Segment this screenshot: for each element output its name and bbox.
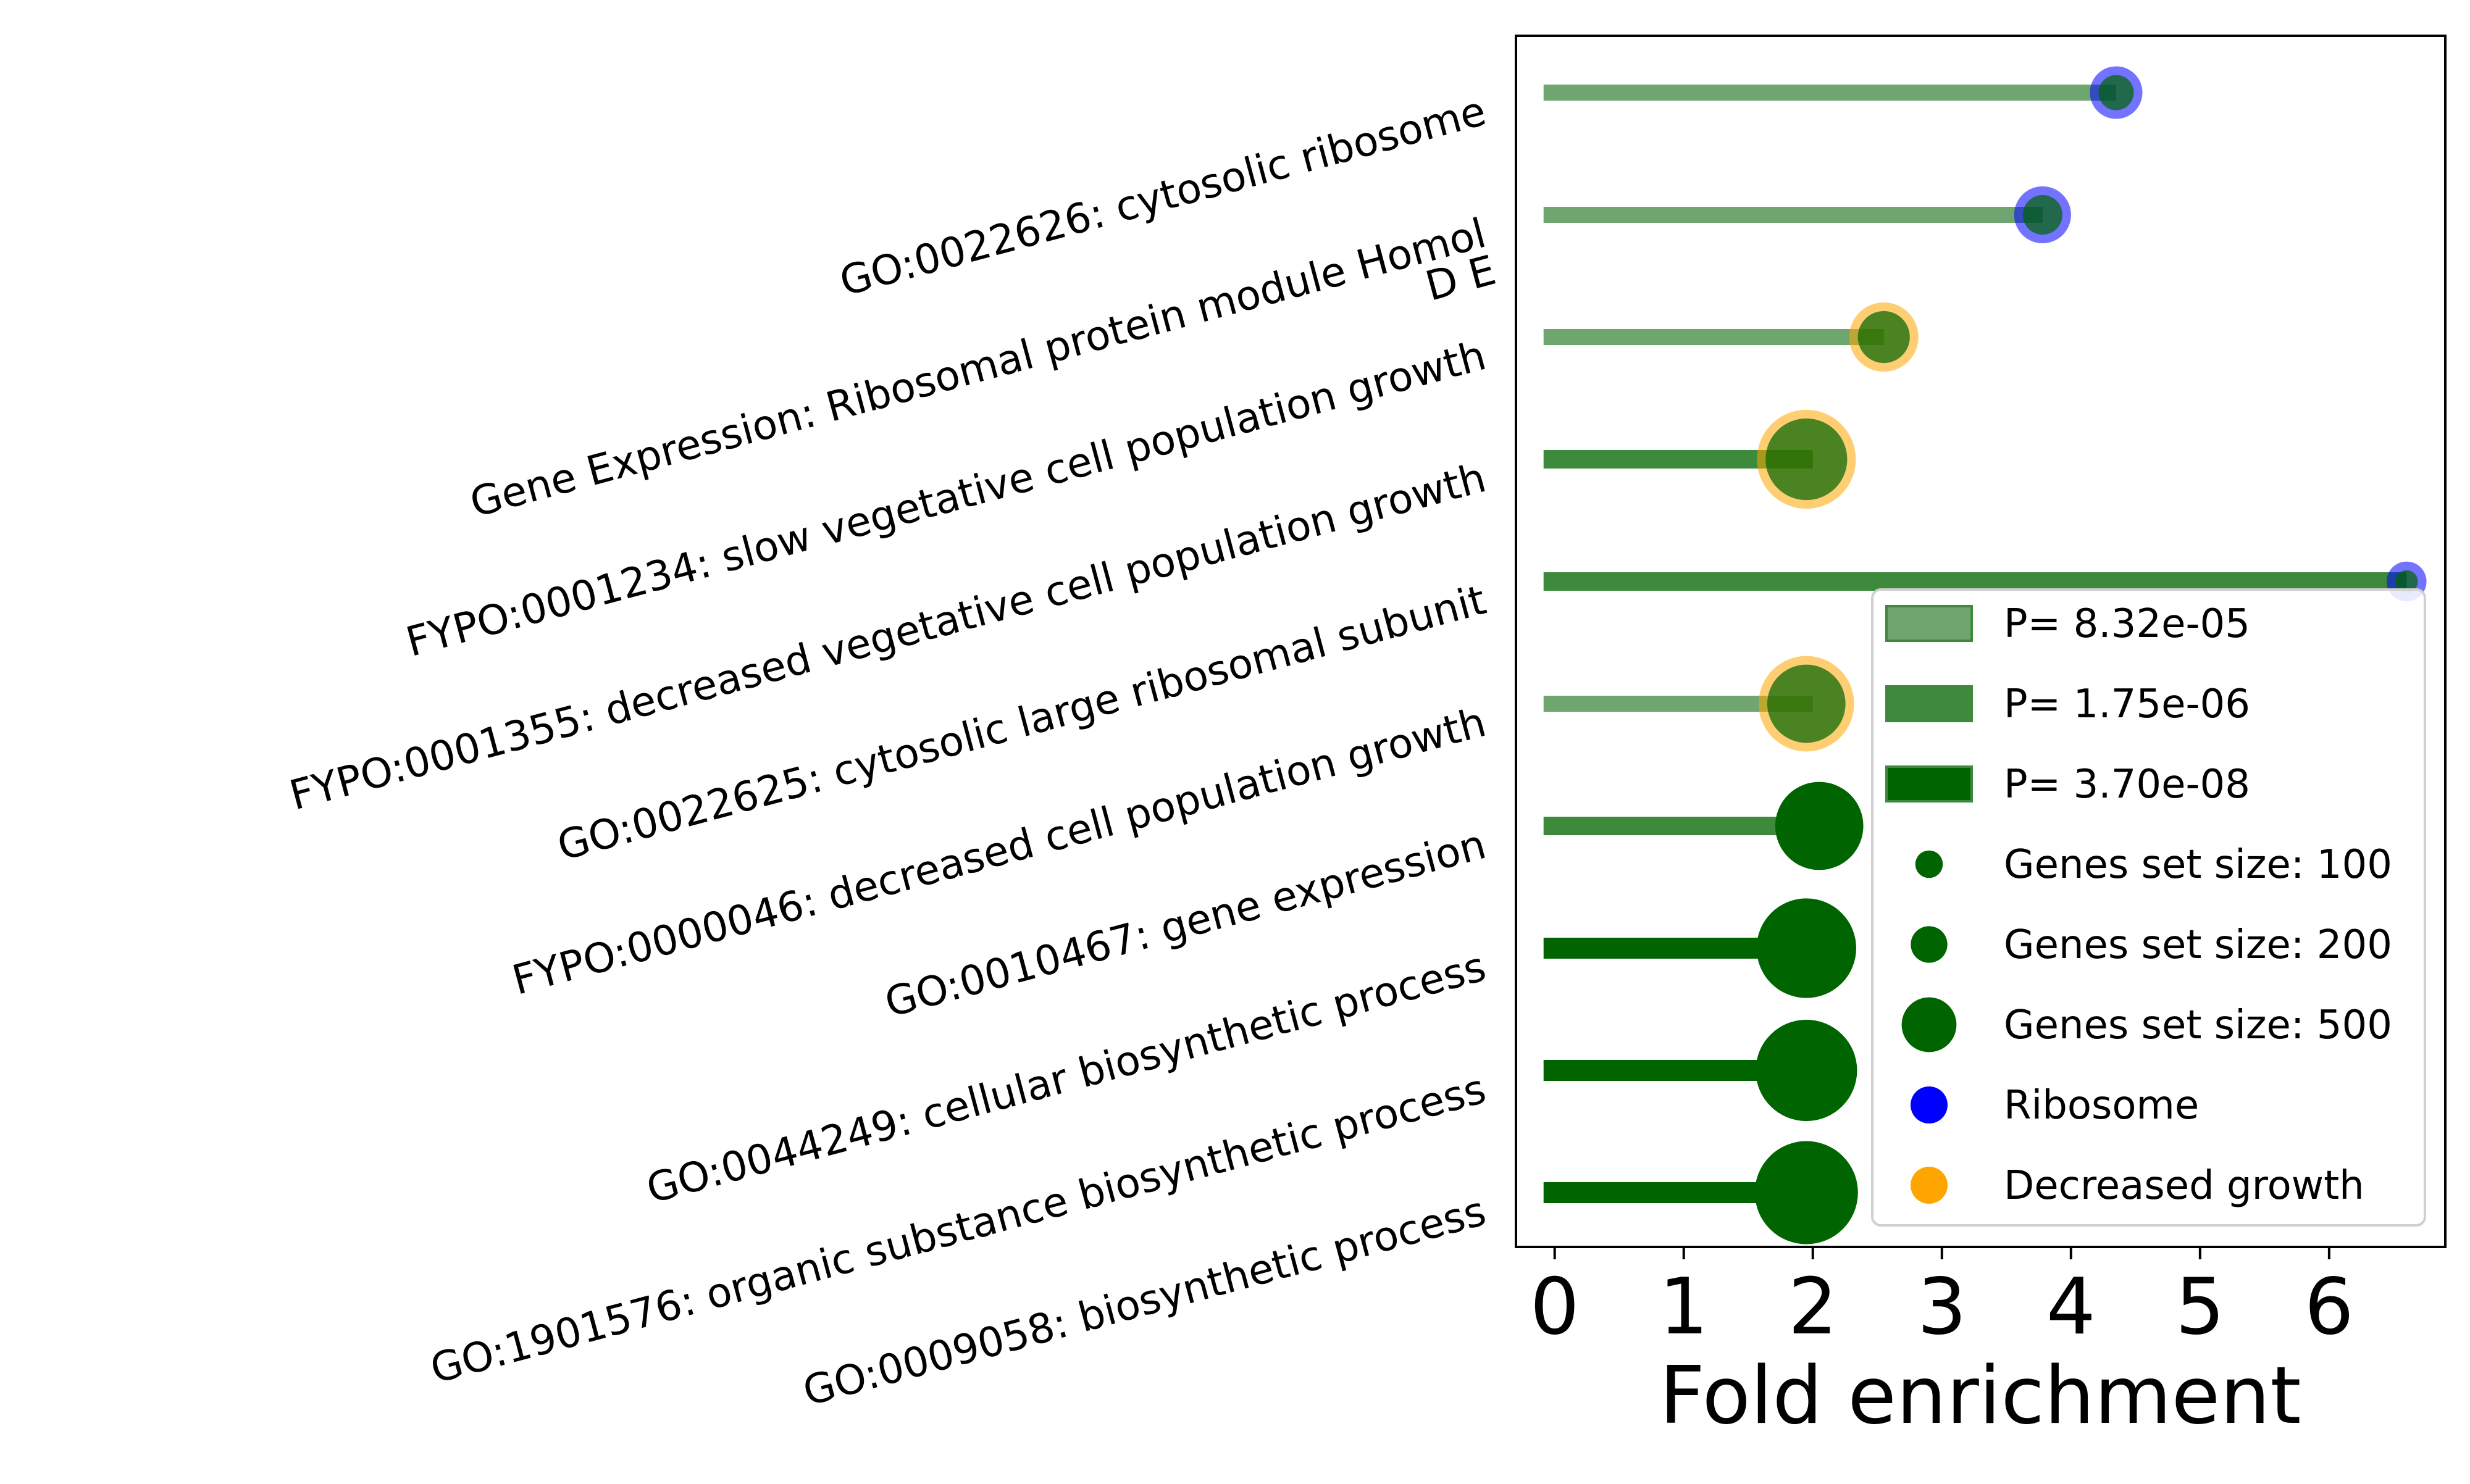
legend-size-marker <box>1901 997 1957 1053</box>
gene-set-dot <box>1754 1141 1858 1244</box>
category-label: GO:0044249: cellular biosynthetic proces… <box>642 943 1491 1212</box>
gene-set-dot <box>1765 418 1848 501</box>
x-tick-label: 2 <box>1788 1261 1838 1352</box>
gene-set-dot <box>2098 75 2134 110</box>
gene-set-dot <box>1767 664 1846 743</box>
legend-box <box>1871 588 2426 1227</box>
legend-color-marker <box>1911 1086 1948 1123</box>
x-tick-label: 5 <box>2175 1261 2225 1352</box>
x-tick-label: 6 <box>2305 1261 2354 1352</box>
legend-label: Ribosome <box>2004 1083 2199 1128</box>
gene-set-dot <box>2022 194 2062 235</box>
x-tick-label: 4 <box>2046 1261 2096 1352</box>
legend-patch <box>1885 685 1973 722</box>
legend-label: P= 8.32e-05 <box>2004 601 2250 647</box>
enrichment-bar <box>1543 85 2116 101</box>
legend-color-marker <box>1911 1167 1948 1204</box>
gene-set-dot <box>1756 898 1856 998</box>
gene-set-dot <box>2395 570 2418 593</box>
legend-label: P= 1.75e-06 <box>2004 682 2250 727</box>
x-tick-label: 0 <box>1530 1261 1580 1352</box>
enrichment-bar <box>1543 572 2407 591</box>
legend-patch <box>1885 605 1973 642</box>
x-axis-label: Fold enrichment <box>1659 1350 2301 1442</box>
enrichment-bar <box>1543 329 1884 345</box>
legend-label: Genes set size: 500 <box>2004 1003 2392 1048</box>
legend-label: P= 3.70e-08 <box>2004 762 2250 807</box>
legend-label: Genes set size: 200 <box>2004 922 2392 968</box>
gene-set-dot <box>1775 782 1864 870</box>
legend-patch <box>1885 765 1973 802</box>
gene-set-dot <box>1756 1019 1857 1122</box>
legend-size-marker <box>1915 850 1943 878</box>
enrichment-bar <box>1543 207 2043 223</box>
gene-set-dot <box>1857 311 1910 364</box>
legend-size-marker <box>1911 926 1948 963</box>
legend-label: Genes set size: 100 <box>2004 842 2392 888</box>
legend-label: Decreased growth <box>2004 1163 2364 1209</box>
x-tick-label: 1 <box>1659 1261 1709 1352</box>
x-tick-label: 3 <box>1917 1261 1967 1352</box>
